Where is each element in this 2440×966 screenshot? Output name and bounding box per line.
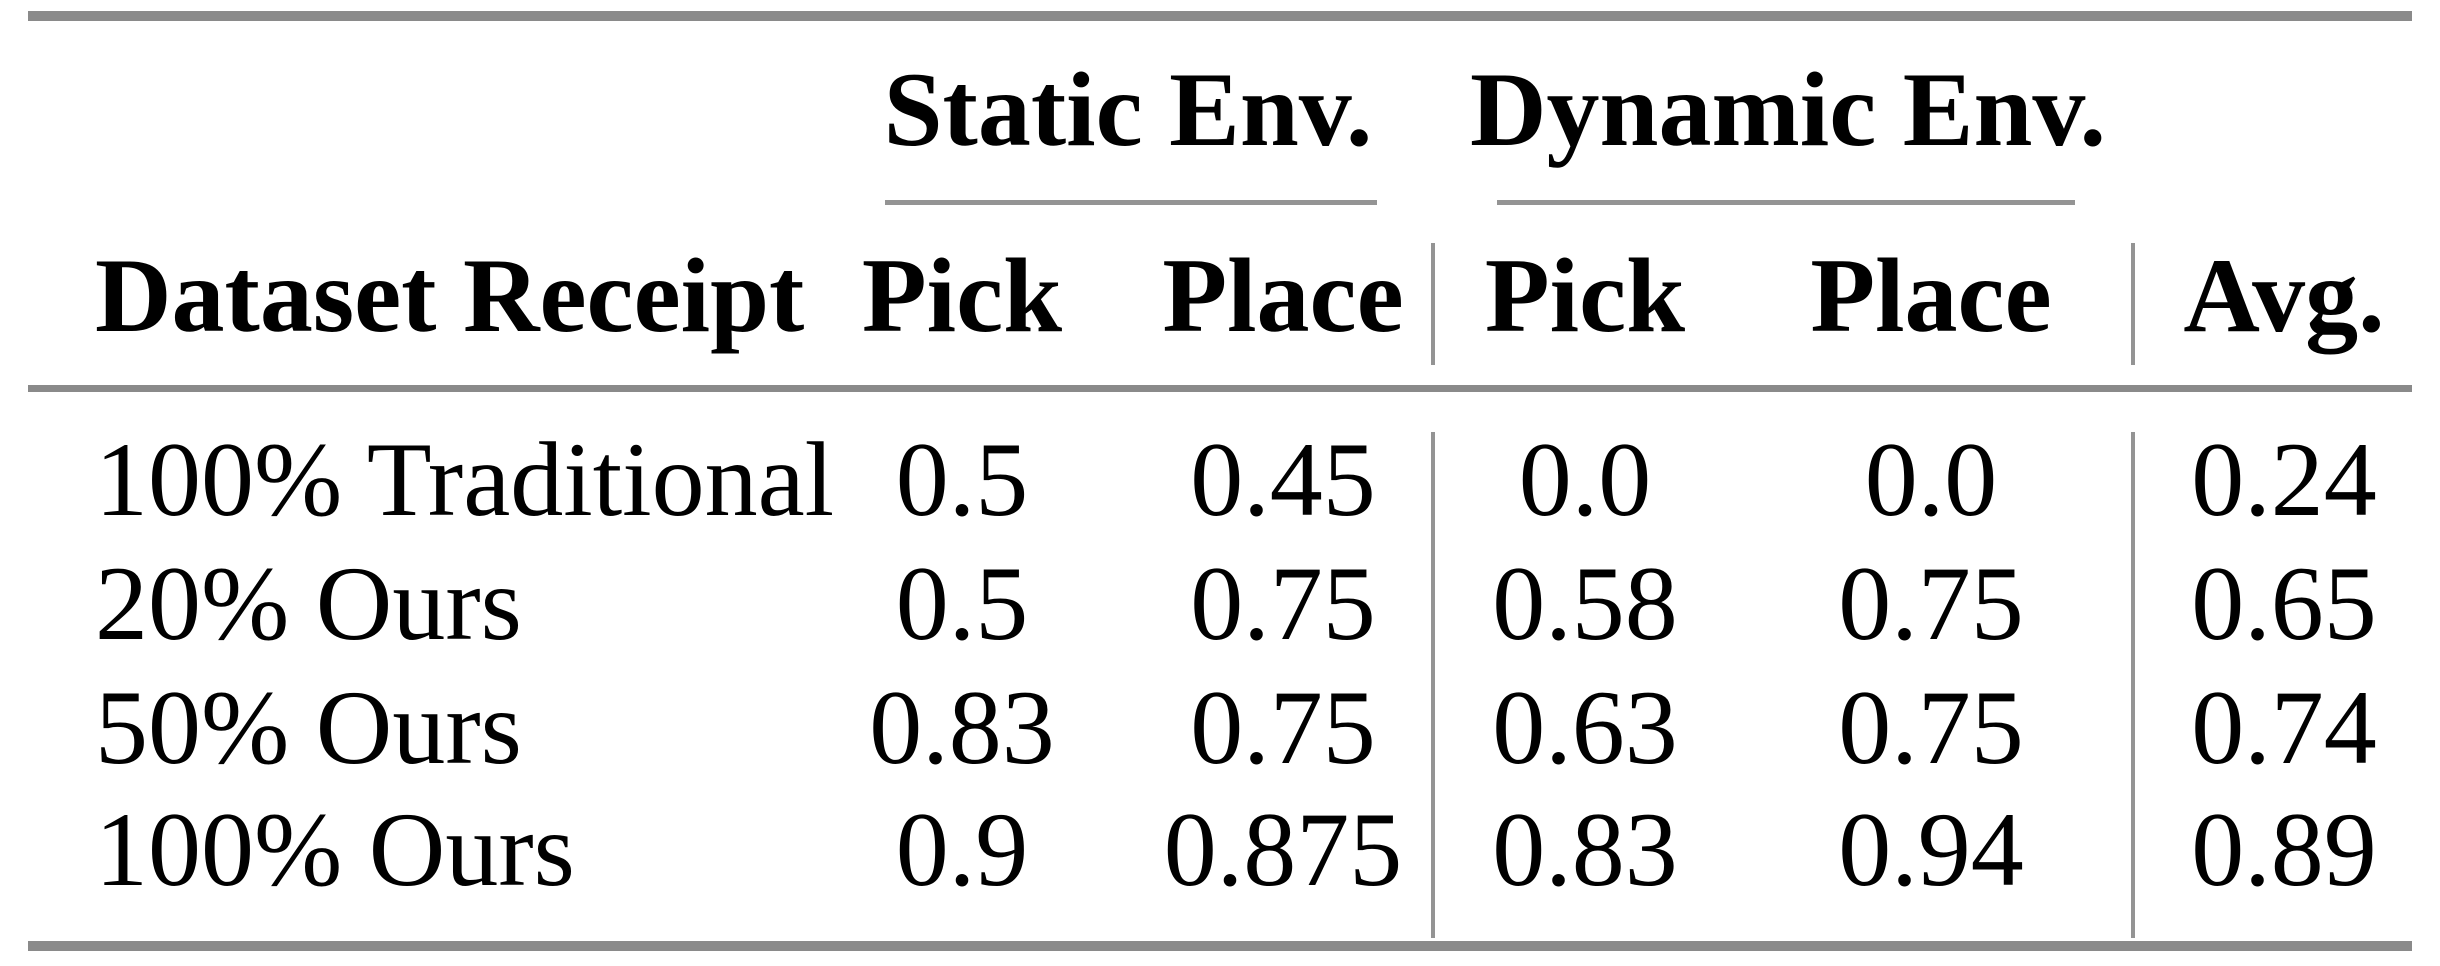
row-label: 20% Ours: [95, 545, 522, 662]
column-header-dataset-receipt: Dataset Receipt: [95, 237, 805, 354]
cell-dynamic-pick: 0.83: [1492, 791, 1678, 908]
cell-static-pick: 0.9: [895, 791, 1029, 908]
row-label: 100% Ours: [95, 791, 575, 908]
cell-static-place: 0.75: [1190, 545, 1376, 662]
cell-dynamic-place: 0.0: [1864, 421, 1998, 538]
separator-dynamic-avg-header: [2131, 243, 2135, 365]
cell-dynamic-place: 0.75: [1838, 669, 2024, 786]
cell-static-pick: 0.5: [895, 545, 1029, 662]
cell-dynamic-place: 0.75: [1838, 545, 2024, 662]
column-header-static-place: Place: [1162, 237, 1404, 354]
cell-dynamic-pick: 0.58: [1492, 545, 1678, 662]
cell-avg: 0.24: [2191, 421, 2377, 538]
cell-static-pick: 0.83: [869, 669, 1055, 786]
cell-static-pick: 0.5: [895, 421, 1029, 538]
cell-avg: 0.89: [2191, 791, 2377, 908]
separator-dynamic-avg-body: [2131, 432, 2135, 938]
row-label: 50% Ours: [95, 669, 522, 786]
top-rule: [28, 11, 2412, 21]
cell-avg: 0.74: [2191, 669, 2377, 786]
cell-dynamic-pick: 0.0: [1518, 421, 1652, 538]
dynamic-env-underline: [1497, 200, 2075, 205]
group-header-static-env: Static Env.: [883, 51, 1373, 168]
separator-static-dynamic-header: [1431, 243, 1435, 365]
cell-dynamic-pick: 0.63: [1492, 669, 1678, 786]
separator-static-dynamic-body: [1431, 432, 1435, 938]
column-header-dynamic-place: Place: [1810, 237, 2052, 354]
cell-static-place: 0.75: [1190, 669, 1376, 786]
column-header-dynamic-pick: Pick: [1484, 237, 1686, 354]
group-header-dynamic-env: Dynamic Env.: [1469, 51, 2107, 168]
static-env-underline: [885, 200, 1377, 205]
cell-static-place: 0.875: [1163, 791, 1403, 908]
row-label: 100% Traditional: [95, 421, 835, 538]
column-header-static-pick: Pick: [861, 237, 1063, 354]
column-header-avg: Avg.: [2183, 237, 2385, 354]
cell-static-place: 0.45: [1190, 421, 1376, 538]
header-rule: [28, 385, 2412, 392]
cell-avg: 0.65: [2191, 545, 2377, 662]
bottom-rule: [28, 941, 2412, 951]
cell-dynamic-place: 0.94: [1838, 791, 2024, 908]
